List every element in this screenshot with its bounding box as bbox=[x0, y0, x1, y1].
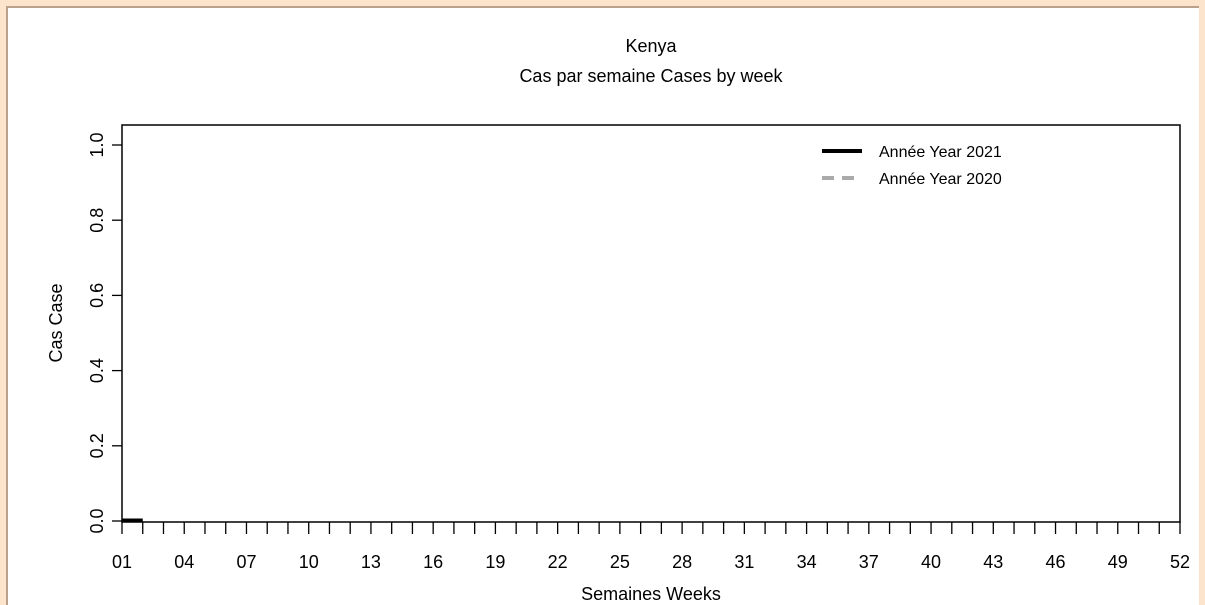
x-tick-label: 40 bbox=[921, 552, 941, 572]
x-axis: 01 04 07 10 13 16 19 22 25 28 31 34 37 40 43 46 49 52 bbox=[112, 522, 1190, 572]
x-tick-label: 07 bbox=[236, 552, 256, 572]
y-tick-label: 0.2 bbox=[87, 433, 107, 458]
x-tick-label: 34 bbox=[797, 552, 817, 572]
x-tick-label: 37 bbox=[859, 552, 879, 572]
y-tick-label: 0.8 bbox=[87, 208, 107, 233]
x-tick-label: 52 bbox=[1170, 552, 1190, 572]
x-tick-label: 28 bbox=[672, 552, 692, 572]
x-tick-label: 43 bbox=[983, 552, 1003, 572]
y-tick-label: 1.0 bbox=[87, 132, 107, 157]
x-tick-label: 01 bbox=[112, 552, 132, 572]
legend: Année Year 2021 Année Year 2020 bbox=[822, 144, 1002, 188]
x-tick-label: 46 bbox=[1046, 552, 1066, 572]
y-tick-label: 0.0 bbox=[87, 508, 107, 533]
legend-label: Année Year 2021 bbox=[879, 144, 1002, 161]
chart-title: Kenya bbox=[625, 36, 677, 56]
x-tick-label: 25 bbox=[610, 552, 630, 572]
x-tick-label: 31 bbox=[734, 552, 754, 572]
x-tick-label: 13 bbox=[361, 552, 381, 572]
x-tick-label: 19 bbox=[485, 552, 505, 572]
x-tick-label: 16 bbox=[423, 552, 443, 572]
plot-frame bbox=[121, 124, 1181, 523]
chart-subtitle: Cas par semaine Cases by week bbox=[519, 66, 783, 86]
x-tick-label: 04 bbox=[174, 552, 194, 572]
x-tick-label: 49 bbox=[1108, 552, 1128, 572]
x-tick-label: 22 bbox=[548, 552, 568, 572]
x-axis-label: Semaines Weeks bbox=[581, 584, 721, 604]
chart-panel bbox=[6, 6, 1199, 605]
y-tick-label: 0.4 bbox=[87, 358, 107, 383]
y-axis-label: Cas Case bbox=[46, 283, 66, 362]
legend-label: Année Year 2020 bbox=[879, 171, 1002, 188]
x-tick-label: 10 bbox=[299, 552, 319, 572]
y-axis: 0.0 0.2 0.4 0.6 0.8 1.0 bbox=[87, 132, 122, 534]
y-tick-label: 0.6 bbox=[87, 283, 107, 308]
